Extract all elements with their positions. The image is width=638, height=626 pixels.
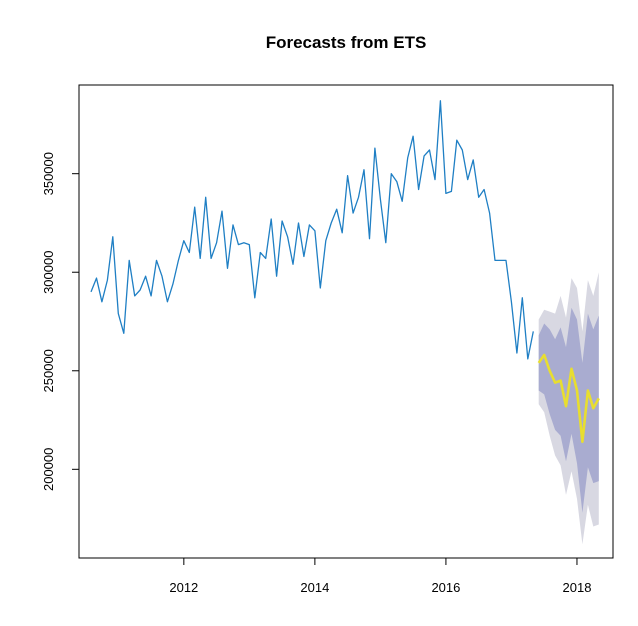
x-tick-label: 2014: [300, 580, 329, 595]
history-line: [90, 100, 534, 360]
y-tick-label: 200000: [41, 448, 56, 491]
y-tick-label: 250000: [41, 349, 56, 392]
series-lines: [90, 100, 600, 444]
band-80: [538, 307, 599, 513]
y-axis: 200000 250000 300000 350000: [41, 152, 80, 491]
x-tick-label: 2018: [563, 580, 592, 595]
x-axis: 2012 2014 2016 2018: [169, 557, 592, 595]
forecast-line: [537, 353, 600, 444]
y-tick-label: 300000: [41, 251, 56, 294]
x-tick-label: 2016: [431, 580, 460, 595]
plot-frame: [78, 84, 614, 559]
prediction-intervals: [538, 272, 599, 545]
x-tick-label: 2012: [169, 580, 198, 595]
y-tick-label: 350000: [41, 152, 56, 195]
chart-title: Forecasts from ETS: [266, 33, 427, 52]
